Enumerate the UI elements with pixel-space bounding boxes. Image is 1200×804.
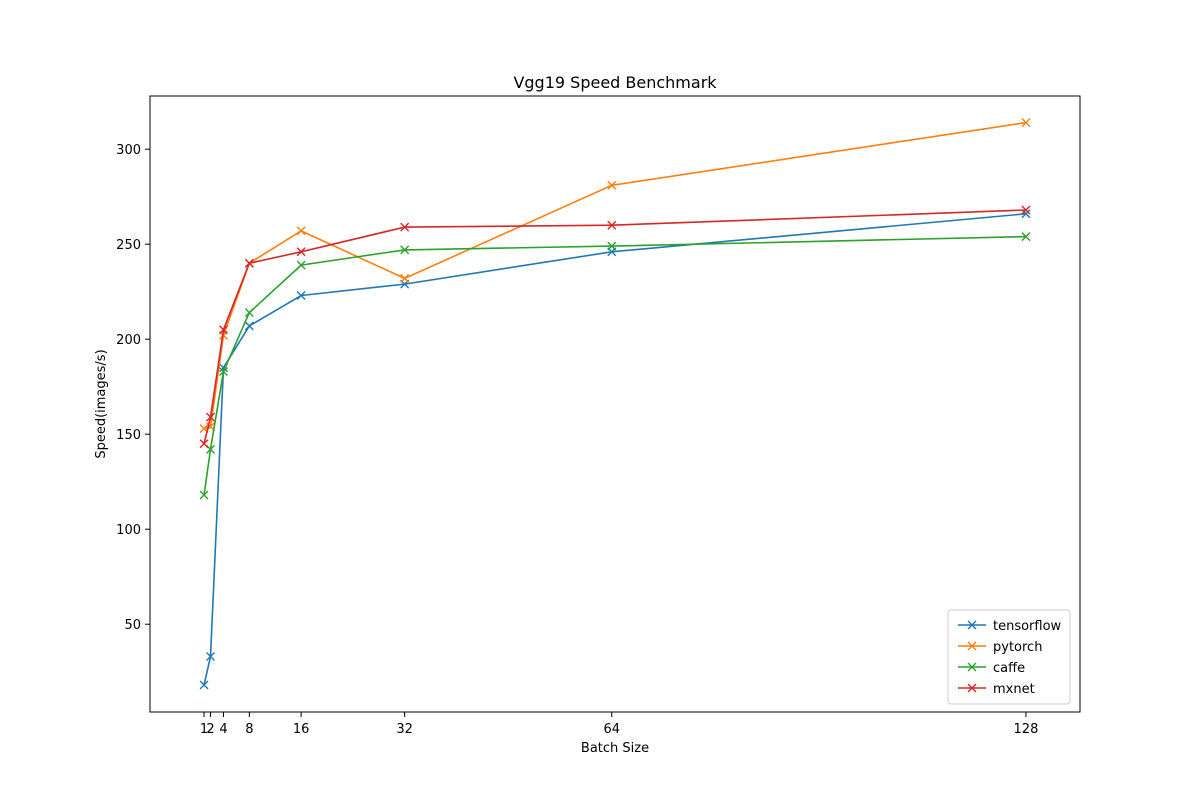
axes-frame <box>149 95 1081 713</box>
data-point-tensorflow <box>1021 209 1031 219</box>
data-point-pytorch <box>296 226 306 236</box>
series-line-pytorch <box>203 121 1027 430</box>
data-point-caffe <box>218 367 228 377</box>
data-point-pytorch <box>607 180 617 190</box>
x-tick-label: 4 <box>219 722 227 737</box>
data-point-caffe <box>400 245 410 255</box>
data-point-mxnet <box>244 258 254 268</box>
legend-label-caffe: caffe <box>993 661 1025 676</box>
data-point-tensorflow <box>199 680 209 690</box>
data-point-pytorch <box>1021 118 1031 128</box>
legend-marker-mxnet <box>967 683 977 693</box>
legend-marker-tensorflow <box>967 620 977 630</box>
x-tick-label: 2 <box>206 722 214 737</box>
data-point-mxnet <box>296 247 306 257</box>
y-axis-label: Speed(images/s) <box>94 349 109 458</box>
series-line-caffe <box>203 235 1026 496</box>
y-tick-label: 150 <box>116 428 141 443</box>
legend-marker-pytorch <box>967 641 977 651</box>
y-tick-label: 250 <box>116 238 141 253</box>
legend-marker-caffe <box>967 662 977 672</box>
legend-box <box>947 609 1071 705</box>
data-point-mxnet <box>199 439 209 449</box>
data-point-caffe <box>607 241 617 251</box>
data-point-tensorflow <box>244 321 254 331</box>
series-line-mxnet <box>203 209 1026 444</box>
data-point-tensorflow <box>296 291 306 301</box>
data-point-mxnet <box>400 222 410 232</box>
y-tick-label: 300 <box>116 143 141 158</box>
data-point-caffe <box>296 260 306 270</box>
plot-area: 12 4 8 16 32 64 128 50 100 150 200 250 300 <box>116 95 1081 737</box>
x-tick-label: 32 <box>396 722 413 737</box>
legend-label-tensorflow: tensorflow <box>993 619 1062 634</box>
series-line-tensorflow <box>203 213 1027 686</box>
x-axis-label: Batch Size <box>581 741 649 756</box>
data-point-tensorflow <box>206 652 216 662</box>
data-point-mxnet <box>218 325 228 335</box>
y-tick-label: 200 <box>116 333 141 348</box>
data-point-mxnet <box>206 412 216 422</box>
x-tick-label: 128 <box>1014 722 1039 737</box>
x-tick-label: 16 <box>293 722 310 737</box>
y-tick-label: 50 <box>124 618 141 633</box>
chart-title: Vgg19 Speed Benchmark <box>513 73 717 92</box>
data-point-pytorch <box>400 273 410 283</box>
x-tick-label: 8 <box>245 722 253 737</box>
x-tick-label: 1 <box>200 722 208 737</box>
legend-label-mxnet: mxnet <box>993 682 1035 697</box>
legend-label-pytorch: pytorch <box>993 640 1042 655</box>
data-point-mxnet <box>1021 205 1031 215</box>
data-point-mxnet <box>607 220 617 230</box>
data-point-caffe <box>199 490 209 500</box>
y-tick-label: 100 <box>116 523 141 538</box>
data-point-caffe <box>1021 232 1031 242</box>
x-tick-label: 64 <box>603 722 620 737</box>
legend: tensorflow pytorch caffe mxnet <box>947 609 1071 705</box>
data-point-caffe <box>244 308 254 318</box>
